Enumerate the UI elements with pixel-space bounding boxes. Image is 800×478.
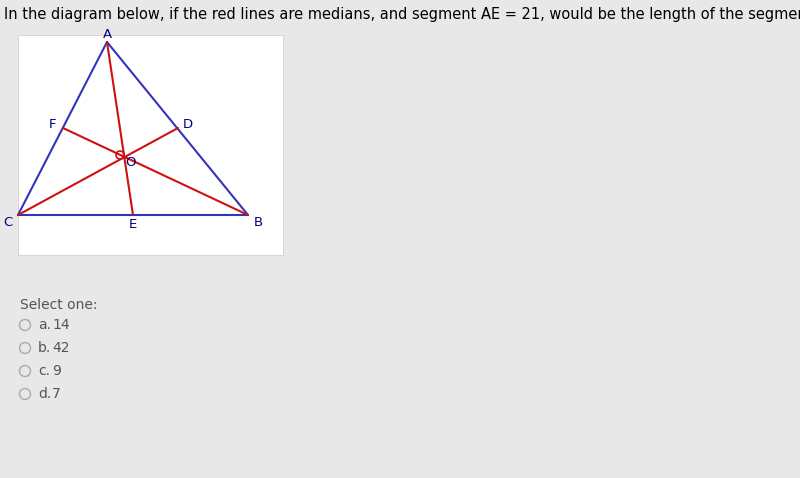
Text: 14: 14 [52,318,70,332]
Text: B: B [254,217,262,229]
Text: 7: 7 [52,387,61,401]
Text: 9: 9 [52,364,61,378]
Bar [18,35,283,255]
Text: c.: c. [38,364,50,378]
Text: Select one:: Select one: [20,298,98,312]
Text: d.: d. [38,387,51,401]
Text: C: C [3,217,13,229]
Text: In the diagram below, if the red lines are medians, and segment AE = 21, would b: In the diagram below, if the red lines a… [4,8,800,22]
Text: O: O [125,156,135,170]
Text: D: D [183,118,193,130]
Text: E: E [129,218,137,231]
Text: 42: 42 [52,341,70,355]
Text: A: A [102,28,111,41]
Text: F: F [50,118,57,130]
Text: a.: a. [38,318,51,332]
Text: b.: b. [38,341,51,355]
